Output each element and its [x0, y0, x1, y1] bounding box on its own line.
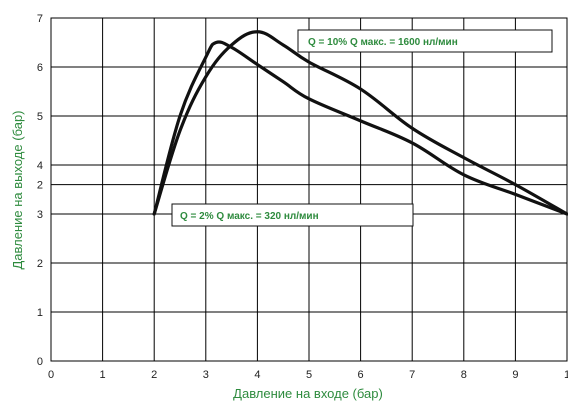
series-layer [152, 30, 568, 216]
x-tick-label: 8 [461, 369, 467, 381]
x-tick-label: 7 [409, 369, 415, 381]
x-tick-label: 2 [151, 369, 157, 381]
x-tick-label: 9 [512, 369, 518, 381]
y-axis-title: Давление на выходе (бар) [10, 110, 25, 269]
annotation-top-box [297, 29, 553, 53]
y-tick-labels: 0 1 2 3 2 4 5 6 7 [37, 13, 43, 368]
x-tick-label: 3 [203, 369, 209, 381]
x-tick-label: 4 [254, 369, 260, 381]
plot-frame [50, 17, 568, 362]
annotation-bottom: Q = 2% Q макс. = 320 нл/мин [171, 203, 414, 227]
series-line-1 [152, 40, 568, 216]
annotation-bottom-text: Q = 2% Q макс. = 320 нл/мин [180, 211, 319, 222]
y-tick-label: 1 [37, 307, 43, 319]
y-tick-label: 6 [37, 62, 43, 74]
x-tick-label: 6 [358, 369, 364, 381]
annotation-bottom-box [171, 203, 414, 227]
y-tick-label: 5 [37, 111, 43, 123]
annotation-top: Q = 10% Q макс. = 1600 нл/мин [297, 29, 553, 53]
y-tick-label: 3 [37, 209, 43, 221]
x-tick-label: 0 [48, 369, 54, 381]
x-tick-label: 1 [564, 369, 568, 381]
x-tick-labels: 0 1 2 3 4 5 6 7 8 9 1 [48, 369, 568, 381]
x-axis-title: Давление на входе (бар) [233, 386, 383, 401]
annotation-top-text: Q = 10% Q макс. = 1600 нл/мин [308, 37, 458, 48]
y-tick-label: 7 [37, 13, 43, 25]
grid [50, 17, 568, 362]
y-tick-label: 0 [37, 356, 43, 368]
series-line-2 [152, 30, 568, 216]
y-tick-label: 4 [37, 160, 43, 172]
x-tick-label: 5 [306, 369, 312, 381]
y-tick-label: 2 [37, 258, 43, 270]
y-tick-label: 2 [37, 180, 43, 192]
x-tick-label: 1 [100, 369, 106, 381]
